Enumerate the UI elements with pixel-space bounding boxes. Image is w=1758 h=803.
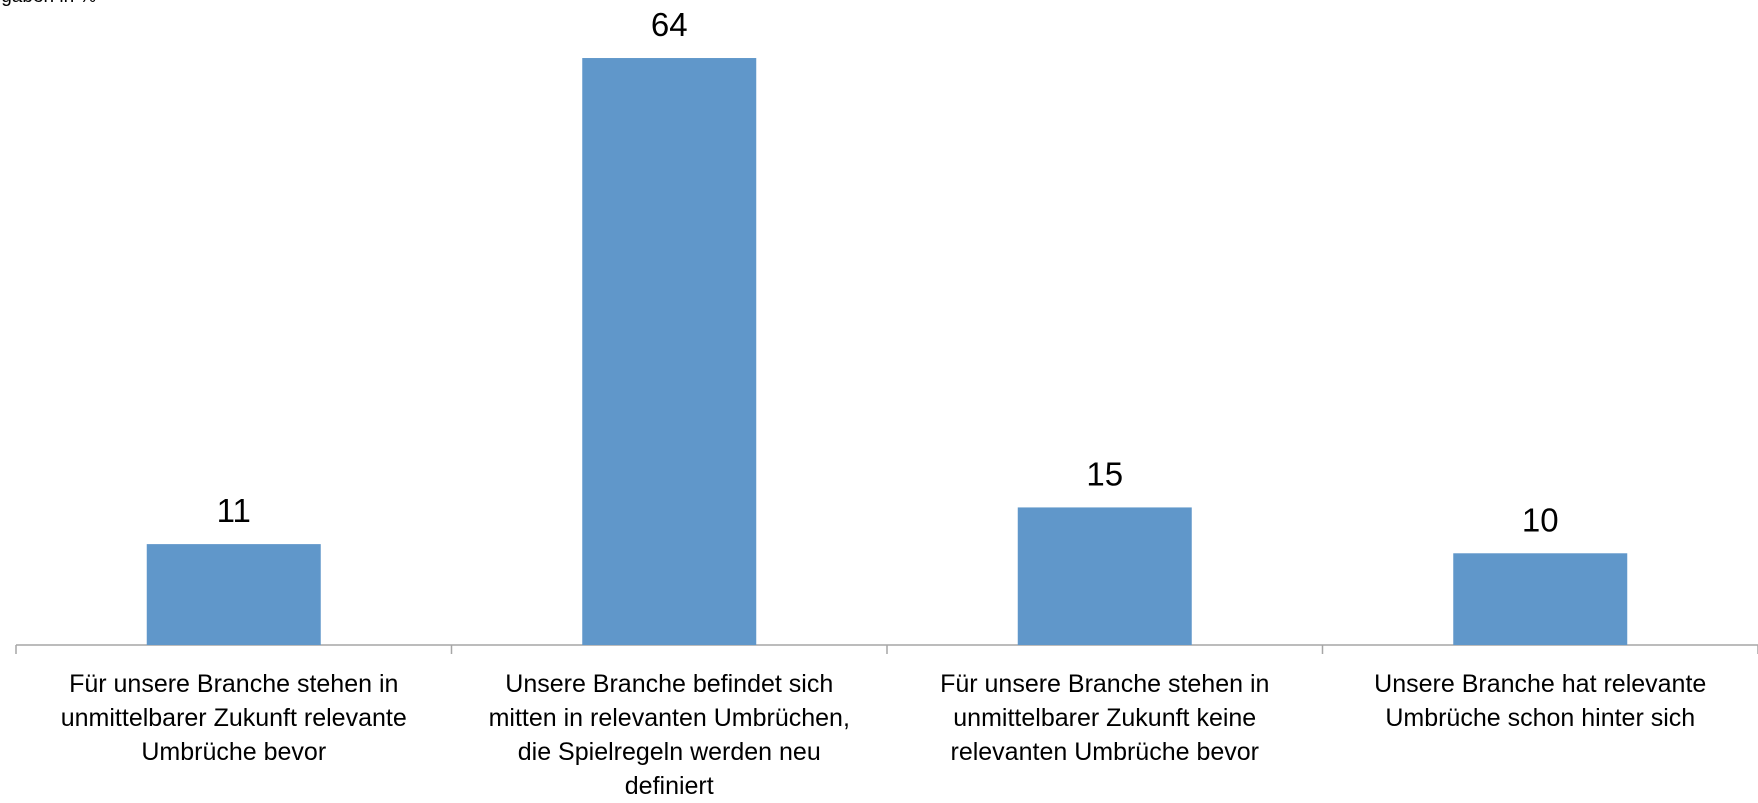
data-label: 15 xyxy=(1086,455,1123,492)
data-label: 11 xyxy=(217,492,251,529)
data-label: 64 xyxy=(651,6,688,43)
bar xyxy=(1453,553,1628,645)
x-tick-label: Unsere Branche befindet sich mitten in r… xyxy=(488,670,850,800)
x-tick-label: Für unsere Branche stehen in unmittelbar… xyxy=(940,670,1270,766)
bar xyxy=(582,58,757,646)
data-label: 10 xyxy=(1522,501,1559,538)
x-tick-label: Unsere Branche hat relevante Umbrüche sc… xyxy=(1374,670,1707,732)
x-tick-label: Für unsere Branche stehen in unmittelbar… xyxy=(60,670,407,766)
subtitle: Angaben in % xyxy=(0,0,96,8)
bar xyxy=(1017,507,1192,645)
bar xyxy=(146,544,321,645)
